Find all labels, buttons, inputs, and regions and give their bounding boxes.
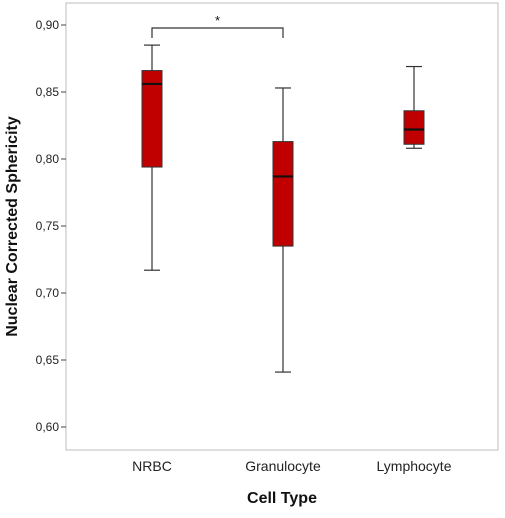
y-tick-label: 0,90 [36, 18, 60, 32]
y-axis-title: Nuclear Corrected Sphericity [4, 116, 21, 337]
significance-label: * [215, 13, 220, 28]
iqr-box [141, 70, 163, 168]
x-tick-label: Lymphocyte [377, 458, 452, 474]
x-tick-label: NRBC [132, 458, 172, 474]
iqr-box [272, 141, 294, 247]
x-tick-label: Granulocyte [245, 458, 321, 474]
y-tick-label: 0,70 [36, 286, 60, 300]
y-tick-label: 0,75 [36, 219, 60, 233]
box-series [141, 44, 425, 373]
significance-annotation: * [151, 13, 284, 38]
y-tick-label: 0,65 [36, 353, 60, 367]
box-granulocyte [272, 87, 294, 373]
y-tick-label: 0,85 [36, 85, 60, 99]
y-tick-label: 0,80 [36, 152, 60, 166]
significance-bracket [151, 27, 284, 38]
y-tick-label: 0,60 [36, 420, 60, 434]
x-axis-title: Cell Type [247, 490, 317, 507]
box-lymphocyte [403, 65, 425, 149]
y-axis-ticks: 0,60 0,65 0,70 0,75 0,80 0,85 0,90 [36, 18, 66, 434]
box-nrbc [141, 44, 163, 271]
x-axis-labels: NRBC Granulocyte Lymphocyte [132, 458, 452, 474]
iqr-box [403, 110, 425, 145]
